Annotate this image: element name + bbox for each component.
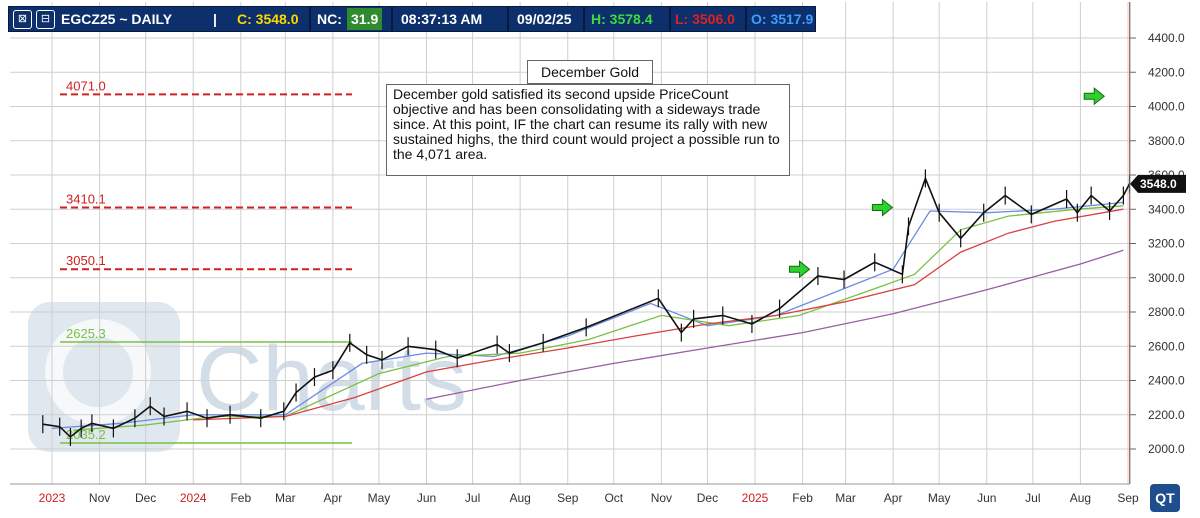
y-tick-label: 2800.0 — [1148, 305, 1185, 319]
level-label: 3410.1 — [66, 192, 106, 207]
x-tick-label: Apr — [324, 491, 343, 505]
y-tick-label: 3000.0 — [1148, 271, 1185, 285]
x-tick-label: 2023 — [39, 491, 66, 505]
quote-date: 09/02/25 — [517, 11, 572, 27]
x-tick-label: Sep — [1117, 491, 1139, 505]
x-tick-label: Aug — [1070, 491, 1091, 505]
moving-averages — [51, 201, 1124, 431]
x-tick-label: Mar — [275, 491, 296, 505]
close-box-icon[interactable]: ⊠ — [13, 10, 32, 29]
x-tick-label: Jun — [977, 491, 996, 505]
level-label: 2035.2 — [66, 427, 106, 442]
quote-header: ⊠ ⊟ EGCZ25 ~ DAILY | C: 3548.0 NC: 31.9 … — [8, 6, 816, 32]
level-label: 4071.0 — [66, 78, 106, 93]
x-tick-label: Nov — [89, 491, 110, 505]
x-tick-label: May — [928, 491, 951, 505]
y-tick-label: 3400.0 — [1148, 202, 1185, 216]
logo-ring — [45, 319, 151, 425]
quote-time: 08:37:13 AM — [401, 11, 483, 27]
green-right-arrow-icon — [871, 198, 894, 217]
x-tick-label: Apr — [884, 491, 903, 505]
x-tick-label: Mar — [835, 491, 856, 505]
last-price-label: 3548.0 — [1140, 177, 1177, 191]
y-tick-label: 2400.0 — [1148, 374, 1185, 388]
signal-arrows — [789, 87, 1106, 279]
annotation-text: December gold satisfied its second upsid… — [386, 84, 790, 176]
symbol-label: EGCZ25 ~ DAILY — [61, 11, 173, 27]
level-label: 2625.3 — [66, 326, 106, 341]
price-series — [42, 169, 1131, 447]
divider — [745, 7, 747, 31]
close-price: C: 3548.0 — [237, 11, 299, 27]
divider — [507, 7, 509, 31]
low-price: L: 3506.0 — [675, 11, 735, 27]
high-price: H: 3578.4 — [591, 11, 653, 27]
divider — [669, 7, 671, 31]
minus-box-icon[interactable]: ⊟ — [36, 10, 55, 29]
x-tick-label: Dec — [135, 491, 156, 505]
open-price: O: 3517.9 — [751, 11, 814, 27]
price-line — [42, 176, 1131, 439]
x-tick-label: Oct — [604, 491, 623, 505]
x-tick-label: Nov — [651, 491, 672, 505]
y-tick-label: 3800.0 — [1148, 134, 1185, 148]
y-tick-label: 2200.0 — [1148, 408, 1185, 422]
annotation-title: December Gold — [527, 60, 653, 84]
x-tick-label: Jun — [417, 491, 436, 505]
y-tick-label: 2000.0 — [1148, 442, 1185, 456]
divider — [309, 7, 311, 31]
x-tick-label: Jul — [1025, 491, 1040, 505]
x-tick-label: Feb — [230, 491, 251, 505]
x-tick-label: 2025 — [742, 491, 769, 505]
y-tick-label: 2600.0 — [1148, 339, 1185, 353]
x-tick-label: Feb — [792, 491, 813, 505]
divider — [391, 7, 393, 31]
green-right-arrow-icon — [1083, 87, 1106, 106]
x-tick-label: 2024 — [180, 491, 207, 505]
net-change-label: NC: — [317, 11, 342, 27]
header-separator: | — [213, 11, 217, 27]
y-tick-label: 3200.0 — [1148, 237, 1185, 251]
x-tick-label: Jul — [465, 491, 480, 505]
y-tick-label: 4200.0 — [1148, 65, 1185, 79]
axes: 2000.0 2200.0 2400.0 2600.0 2800.0 3000.0 3200… — [10, 2, 1186, 505]
divider — [583, 7, 585, 31]
y-tick-label: 4000.0 — [1148, 100, 1185, 114]
last-price-tag — [1130, 174, 1186, 193]
qcharts-badge-icon[interactable]: QT — [1150, 484, 1180, 512]
series-line — [51, 201, 1124, 430]
x-tick-label: Dec — [697, 491, 718, 505]
series-line — [73, 205, 1124, 431]
pricecount-levels: 4071.0 3410.1 3050.1 2625.3 2035.2 — [60, 78, 352, 444]
x-tick-label: Aug — [509, 491, 530, 505]
level-label: 3050.1 — [66, 253, 106, 268]
x-tick-label: Sep — [557, 491, 579, 505]
y-tick-label: 4400.0 — [1148, 31, 1185, 45]
net-change-value: 31.9 — [347, 8, 383, 30]
series-line — [193, 208, 1124, 421]
x-tick-label: May — [368, 491, 391, 505]
green-right-arrow-icon — [789, 260, 811, 279]
series-line — [426, 249, 1124, 400]
